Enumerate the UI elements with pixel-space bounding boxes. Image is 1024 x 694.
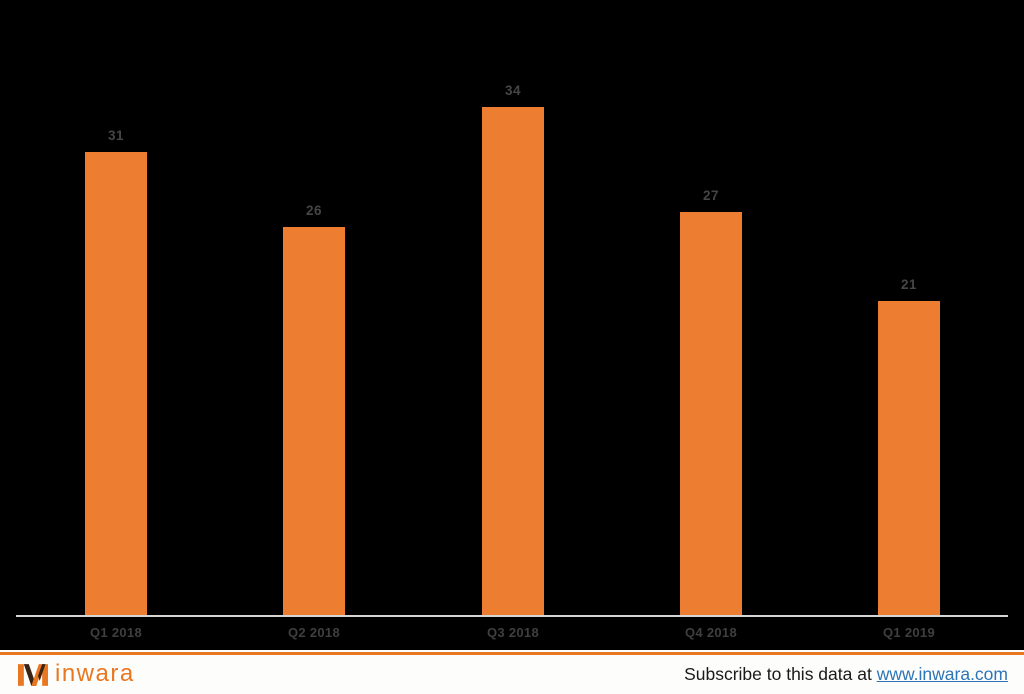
footer-accent-line (0, 652, 1024, 655)
bar (85, 152, 147, 615)
bar-value-label: 31 (107, 128, 125, 143)
footer-bar: inwara Subscribe to this data at www.inw… (0, 650, 1024, 694)
bar (283, 227, 345, 615)
inwara-link[interactable]: www.inwara.com (876, 664, 1008, 684)
inwara-logo-text: inwara (55, 659, 135, 687)
bar-value-label: 26 (305, 203, 323, 218)
x-axis-label: Q1 2018 (90, 625, 142, 640)
x-axis-label: Q1 2019 (883, 625, 935, 640)
x-axis-line (16, 615, 1008, 617)
bar (482, 107, 544, 615)
x-axis-label: Q4 2018 (685, 625, 737, 640)
inwara-logo: inwara (18, 659, 135, 688)
bar-value-label: 27 (702, 188, 720, 203)
bar-value-label: 21 (900, 277, 918, 292)
x-axis-label: Q3 2018 (487, 625, 539, 640)
x-axis-label: Q2 2018 (288, 625, 340, 640)
footer-content: inwara Subscribe to this data at www.inw… (0, 655, 1024, 694)
subscribe-text: Subscribe to this data at www.inwara.com (684, 664, 1008, 685)
bar-value-label: 34 (504, 83, 522, 98)
bar (878, 301, 940, 615)
bar (680, 212, 742, 615)
inwara-logo-icon (18, 663, 48, 686)
subscribe-label: Subscribe to this data at (684, 664, 877, 684)
